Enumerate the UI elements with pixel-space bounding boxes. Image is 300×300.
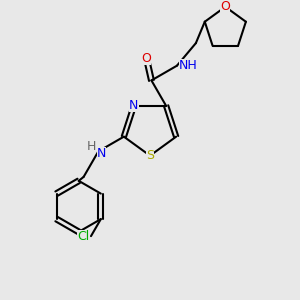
Text: N: N: [97, 147, 106, 160]
Text: O: O: [220, 0, 230, 13]
Text: S: S: [146, 149, 154, 162]
Text: O: O: [142, 52, 152, 65]
Text: NH: NH: [179, 59, 198, 72]
Text: N: N: [129, 99, 139, 112]
Text: Cl: Cl: [77, 230, 89, 243]
Text: H: H: [87, 140, 96, 153]
